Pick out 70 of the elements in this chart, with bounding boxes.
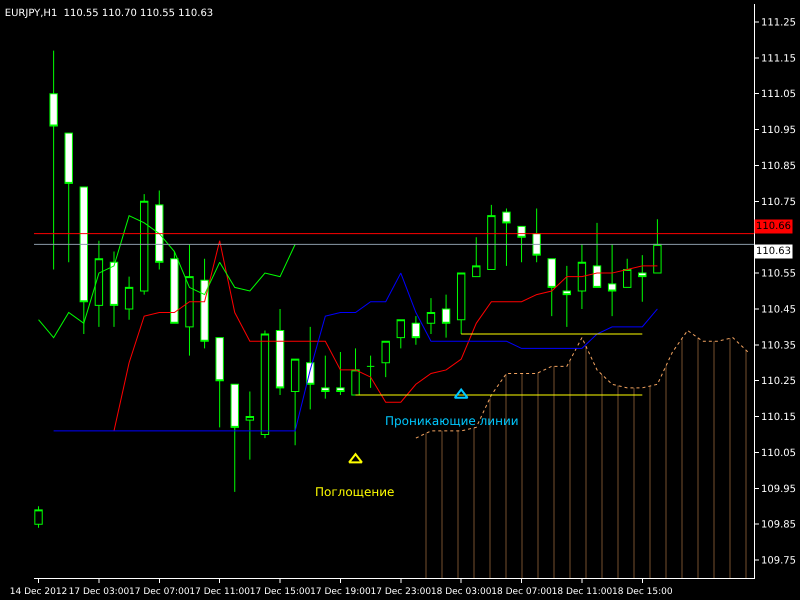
y-tick-label: 111.15 (761, 53, 796, 64)
y-tick-label: 110.95 (761, 125, 796, 136)
candlestick (487, 204, 496, 270)
candlestick (396, 319, 405, 349)
y-tick-label: 110.45 (761, 304, 796, 316)
candlestick (246, 390, 254, 460)
x-tick-label: 18 Dec 15:00 (612, 586, 673, 597)
candlestick (532, 208, 541, 263)
candlestick (608, 244, 616, 317)
chart-title: EURJPY,H1 110.55 110.70 110.55 110.63 (4, 8, 214, 19)
candlestick (34, 506, 43, 528)
candlestick (321, 355, 330, 400)
y-tick-label: 109.85 (761, 520, 796, 531)
y-tick-label: 110.75 (761, 196, 796, 208)
candlestick (170, 251, 179, 324)
candlestick (230, 384, 239, 492)
line-series (114, 240, 658, 432)
x-tick-label: 17 Dec 19:00 (310, 586, 371, 597)
y-tick-label: 110.05 (761, 448, 796, 459)
candlestick (110, 251, 118, 328)
candlestick (215, 337, 224, 428)
x-tick-label: 14 Dec 2012 (10, 586, 68, 597)
x-tick-label: 18 Dec 11:00 (552, 586, 612, 597)
y-tick-label: 111.05 (761, 89, 796, 100)
y-tick-label: 110.85 (761, 160, 796, 172)
candlestick (276, 308, 284, 396)
candlestick (638, 254, 646, 302)
annotation: Поглощение (315, 485, 394, 499)
candlestick (260, 330, 270, 439)
x-tick-label: 17 Dec 11:00 (189, 586, 250, 597)
candlestick (502, 208, 511, 266)
x-tick-label: 18 Dec 03:00 (430, 586, 492, 597)
candlestick (124, 276, 134, 320)
candlestick (548, 258, 556, 317)
candlestick (336, 351, 345, 396)
candlestick (306, 326, 314, 410)
candlestick (64, 132, 73, 263)
x-tick-label: 17 Dec 15:00 (250, 586, 311, 597)
x-tick-label: 17 Dec 07:00 (129, 586, 190, 597)
y-tick-label: 109.75 (761, 556, 796, 567)
y-tick-label: 109.95 (761, 484, 796, 495)
x-tick-label: 18 Dec 07:00 (491, 586, 552, 597)
candlestick (653, 218, 662, 274)
candlestick (592, 222, 602, 288)
candlestick (517, 226, 526, 263)
candlestick (623, 258, 632, 288)
annotation: Проникающие линии (385, 414, 519, 428)
ref-line-label: 110.66 (756, 221, 791, 232)
y-tick-label: 111.25 (761, 17, 796, 28)
candlestick (351, 348, 360, 396)
candlestick (49, 50, 58, 270)
y-tick-label: 110.25 (761, 376, 796, 388)
candlestick (426, 298, 436, 335)
candlestick (456, 272, 466, 335)
candlestick (382, 340, 390, 378)
candlestick (472, 236, 480, 278)
candlestick (94, 240, 104, 328)
candlestick (562, 265, 572, 328)
candlestick (366, 355, 375, 388)
candlestick (442, 294, 450, 338)
y-tick-label: 110.55 (761, 268, 796, 280)
candlestick (412, 316, 420, 346)
y-tick-label: 110.35 (761, 340, 796, 352)
candlestick (290, 358, 300, 446)
x-tick-label: 17 Dec 03:00 (68, 586, 130, 597)
line-series (53, 272, 658, 432)
candlestick (578, 244, 586, 310)
x-tick-label: 17 Dec 23:00 (370, 586, 432, 597)
y-tick-label: 110.15 (761, 412, 796, 424)
ref-line-label: 110.63 (756, 246, 791, 257)
